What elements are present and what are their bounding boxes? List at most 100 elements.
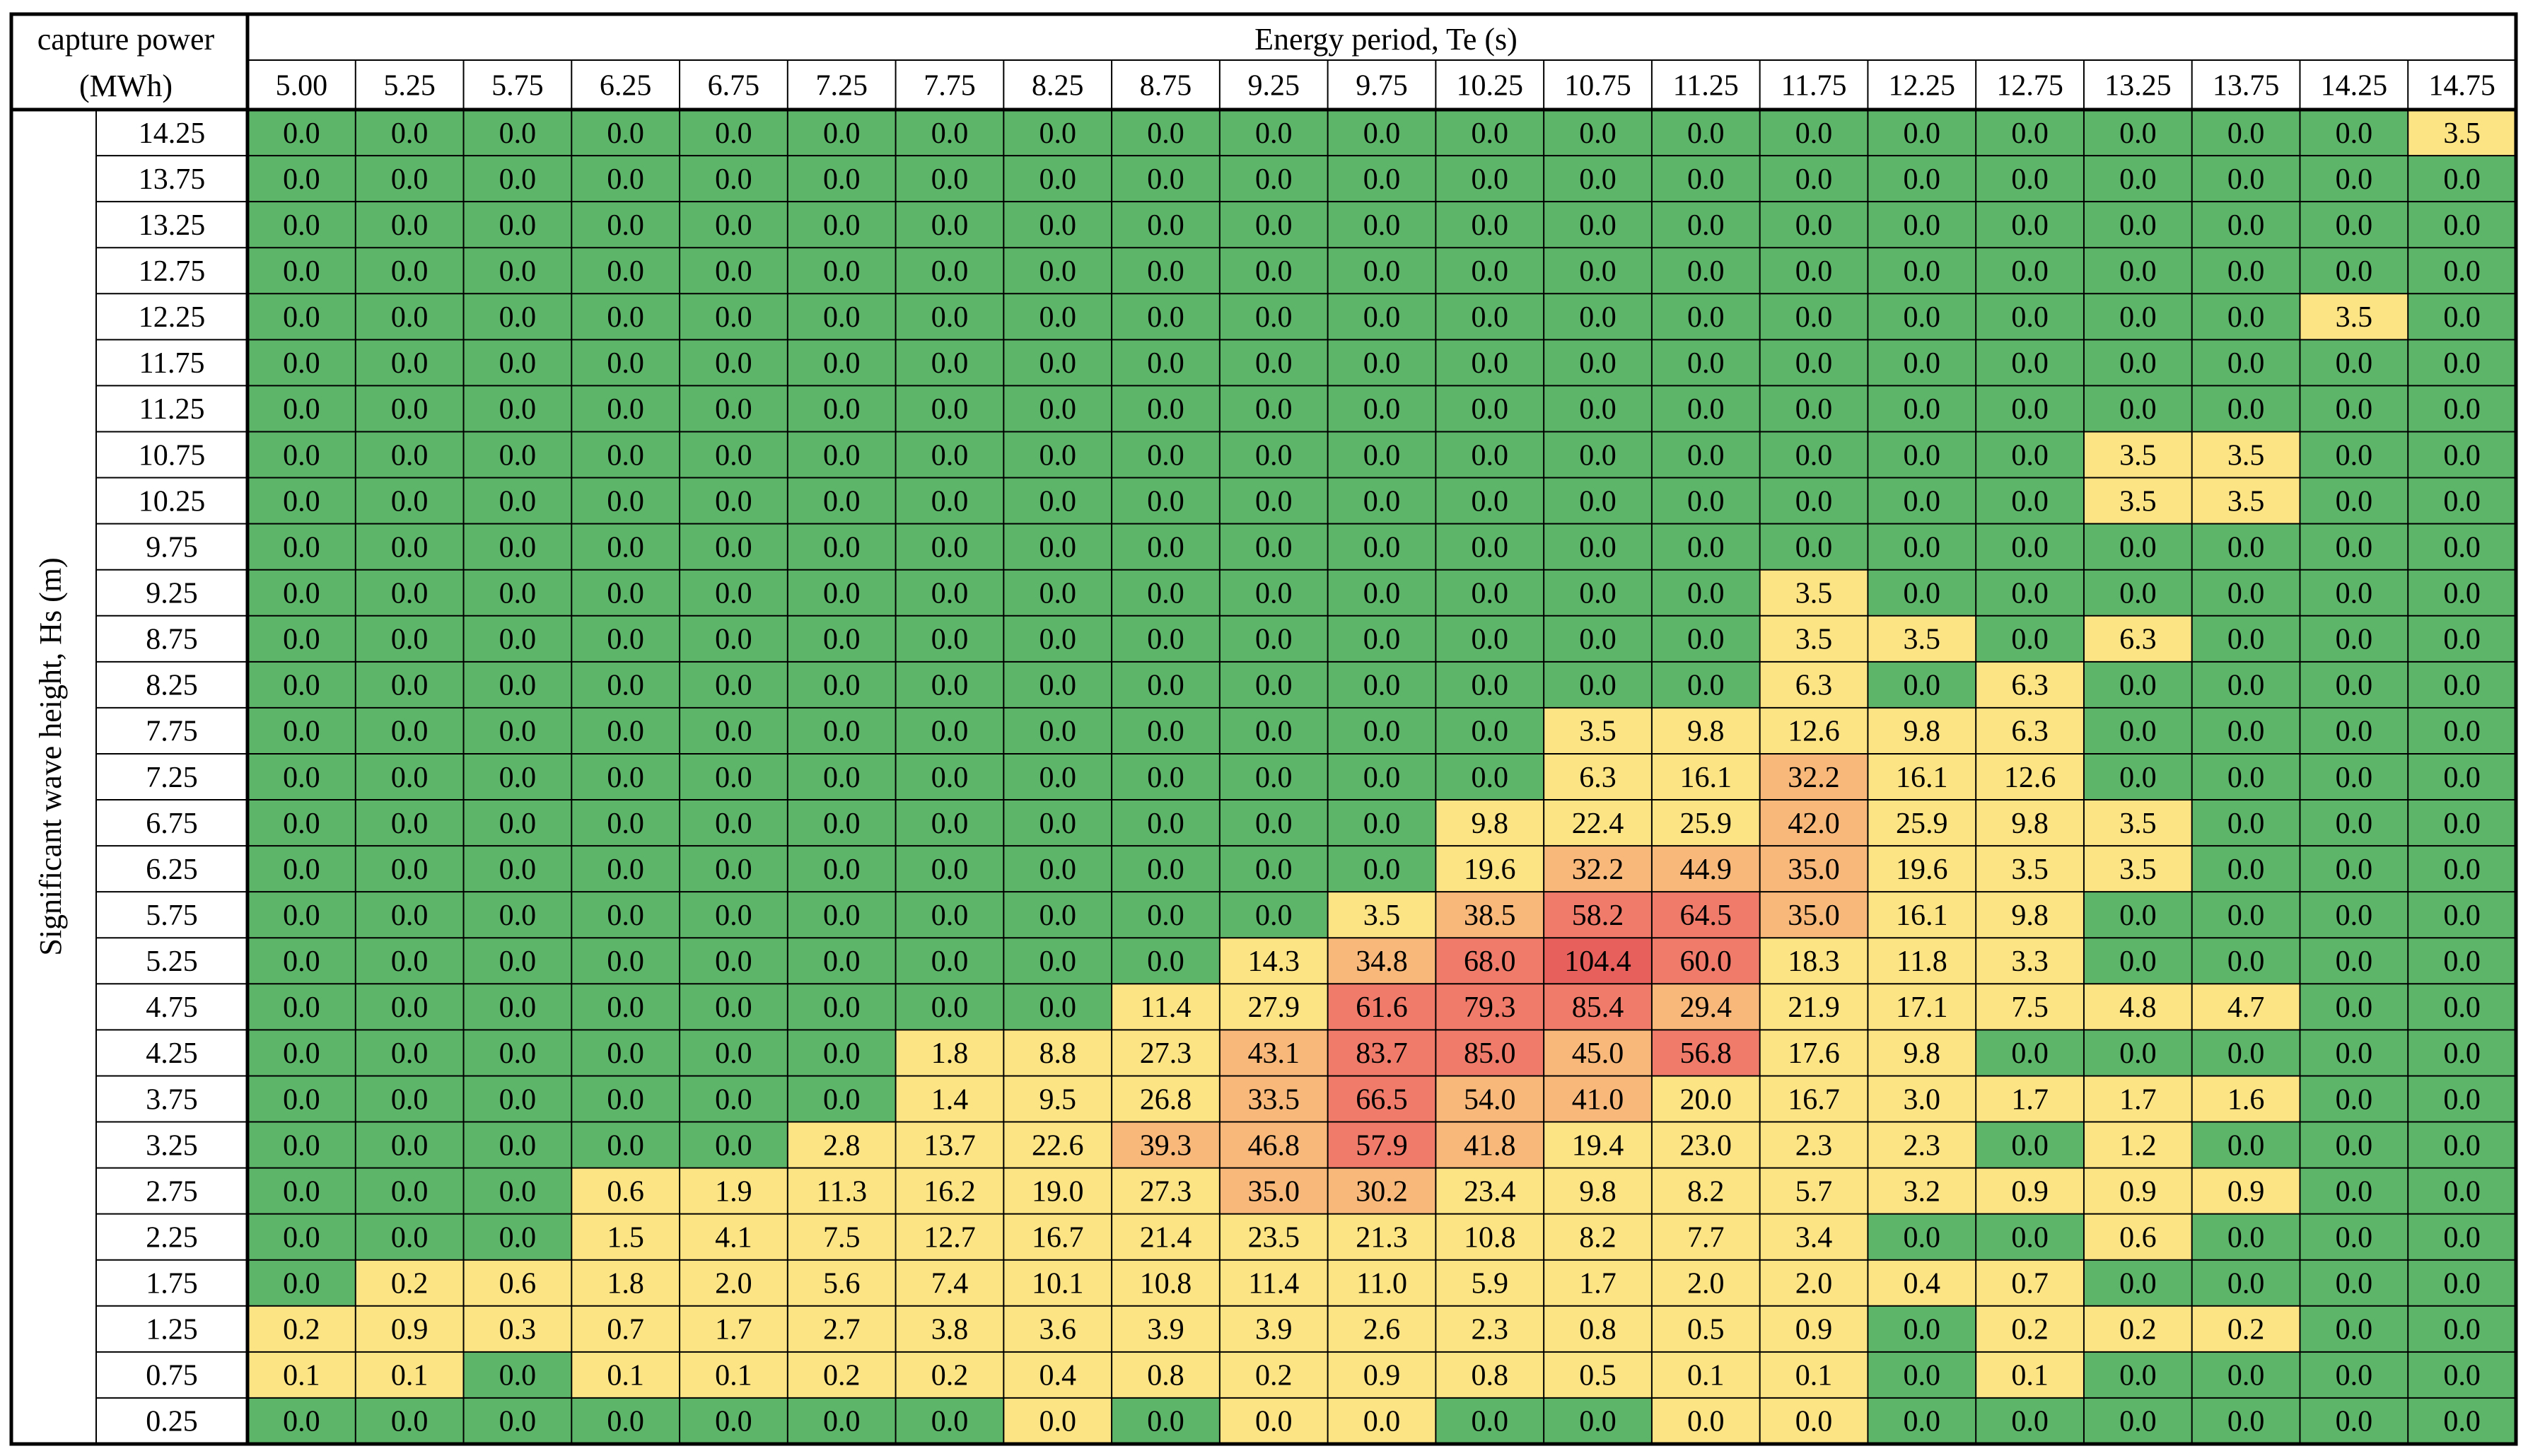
cell-value-label: 0.5: [1687, 1314, 1725, 1346]
cell-value-label: 11.4: [1140, 991, 1191, 1024]
cell-value-label: 0.0: [2011, 578, 2049, 610]
heatmap-cell: [1435, 661, 1544, 708]
cell-value-label: 0.0: [715, 716, 752, 748]
cell-value-label: 0.0: [2443, 899, 2481, 932]
cell-value-label: 0.0: [2443, 578, 2481, 610]
cell-value-label: 3.5: [2119, 439, 2157, 472]
heatmap-cell: [1868, 202, 1976, 248]
heatmap-cell: [895, 892, 1004, 938]
cell-value-label: 0.0: [2119, 945, 2157, 978]
cell-value-label: 43.1: [1247, 1037, 1300, 1070]
cell-value-label: 0.0: [823, 716, 861, 748]
x-tick-label: 8.25: [1032, 69, 1084, 102]
cell-value-label: 0.0: [715, 1406, 752, 1438]
cell-value-label: 0.0: [2119, 670, 2157, 702]
heatmap-cell: [2300, 247, 2408, 294]
cell-value-label: 0.0: [2336, 1268, 2373, 1300]
heatmap-cell: [2300, 1030, 2408, 1076]
heatmap-cell: [1651, 615, 1760, 662]
heatmap-cell: [463, 247, 572, 294]
heatmap-cell: [1868, 1305, 1976, 1352]
x-tick-label: 13.25: [2104, 69, 2172, 102]
cell-value-label: 0.0: [2336, 670, 2373, 702]
heatmap-cell: [463, 1213, 572, 1260]
heatmap-cell: [247, 523, 356, 570]
cell-value-label: 45.0: [1572, 1037, 1624, 1070]
cell-value-label: 0.0: [2011, 347, 2049, 380]
cell-value-label: 0.0: [2336, 945, 2373, 978]
cell-value-label: 0.0: [823, 531, 861, 564]
heatmap-cell: [895, 615, 1004, 662]
cell-value-label: 0.0: [715, 624, 752, 656]
heatmap-cell: [1219, 110, 1328, 156]
heatmap-cell: [2083, 938, 2192, 984]
heatmap-cell: [2408, 202, 2516, 248]
cell-value-label: 0.0: [1795, 531, 1833, 564]
cell-value-label: 0.0: [2443, 808, 2481, 840]
heatmap-cell: [355, 156, 464, 202]
heatmap-cell: [787, 293, 896, 340]
heatmap-cell: [1003, 938, 1112, 984]
heatmap-cell: [2300, 1305, 2408, 1352]
cell-value-label: 0.0: [1687, 255, 1725, 288]
cell-value-label: 0.8: [1147, 1360, 1184, 1392]
cell-value-label: 3.2: [1904, 1175, 1941, 1208]
heatmap-cell: [463, 615, 572, 662]
cell-value-label: 0.0: [1147, 209, 1184, 242]
cell-value-label: 0.0: [283, 393, 320, 426]
cell-value-label: 0.0: [823, 209, 861, 242]
heatmap-cell: [1435, 202, 1544, 248]
heatmap-cell: [787, 846, 896, 892]
heatmap-cell: [1651, 707, 1760, 754]
cell-value-label: 32.2: [1572, 854, 1624, 886]
heatmap-cell: [2083, 984, 2192, 1030]
heatmap-cell: [1112, 156, 1220, 202]
cell-value-label: 3.5: [2119, 485, 2157, 518]
heatmap-cell: [1219, 1397, 1328, 1444]
cell-value-label: 12.7: [924, 1221, 976, 1254]
cell-value-label: 0.0: [499, 347, 537, 380]
heatmap-cell: [1327, 1076, 1436, 1122]
cell-value-label: 0.0: [499, 1175, 537, 1208]
cell-value-label: 0.1: [391, 1360, 429, 1392]
heatmap-cell: [1651, 385, 1760, 432]
cell-value-label: 0.0: [1147, 670, 1184, 702]
heatmap-cell: [2408, 753, 2516, 800]
heatmap-cell: [1976, 1305, 2084, 1352]
heatmap-cell: [2300, 339, 2408, 386]
heatmap-cell: [680, 1167, 788, 1214]
heatmap-cell: [1759, 938, 1868, 984]
heatmap-cell: [1327, 339, 1436, 386]
heatmap-cell: [895, 523, 1004, 570]
heatmap-cell: [1003, 753, 1112, 800]
cell-value-label: 0.0: [1255, 1406, 1293, 1438]
cell-value-label: 0.0: [1147, 854, 1184, 886]
cell-value-label: 0.0: [1472, 670, 1509, 702]
cell-value-label: 6.3: [2011, 716, 2049, 748]
heatmap-cell: [1651, 247, 1760, 294]
cell-value-label: 13.7: [924, 1129, 976, 1162]
heatmap-cell: [2408, 385, 2516, 432]
cell-value-label: 0.0: [823, 808, 861, 840]
heatmap-cell: [1544, 615, 1652, 662]
cell-value-label: 0.0: [1904, 1406, 1941, 1438]
cell-value-label: 0.0: [823, 670, 861, 702]
heatmap-cell: [1976, 477, 2084, 524]
heatmap-cell: [1112, 984, 1220, 1030]
cell-value-label: 0.0: [1363, 670, 1401, 702]
heatmap-cell: [2083, 1305, 2192, 1352]
y-tick-label: 4.25: [146, 1037, 198, 1070]
heatmap-cell: [2300, 156, 2408, 202]
heatmap-cell: [2191, 1351, 2300, 1398]
cell-value-label: 4.1: [715, 1221, 752, 1254]
heatmap-cell: [2083, 523, 2192, 570]
heatmap-cell: [571, 431, 680, 478]
heatmap-cell: [1435, 892, 1544, 938]
cell-value-label: 0.0: [931, 117, 969, 150]
heatmap-cell: [1219, 477, 1328, 524]
heatmap-cell: [247, 339, 356, 386]
heatmap-cell: [1759, 339, 1868, 386]
cell-value-label: 0.0: [931, 624, 969, 656]
cell-value-label: 0.0: [1363, 255, 1401, 288]
heatmap-cell: [1544, 1076, 1652, 1122]
